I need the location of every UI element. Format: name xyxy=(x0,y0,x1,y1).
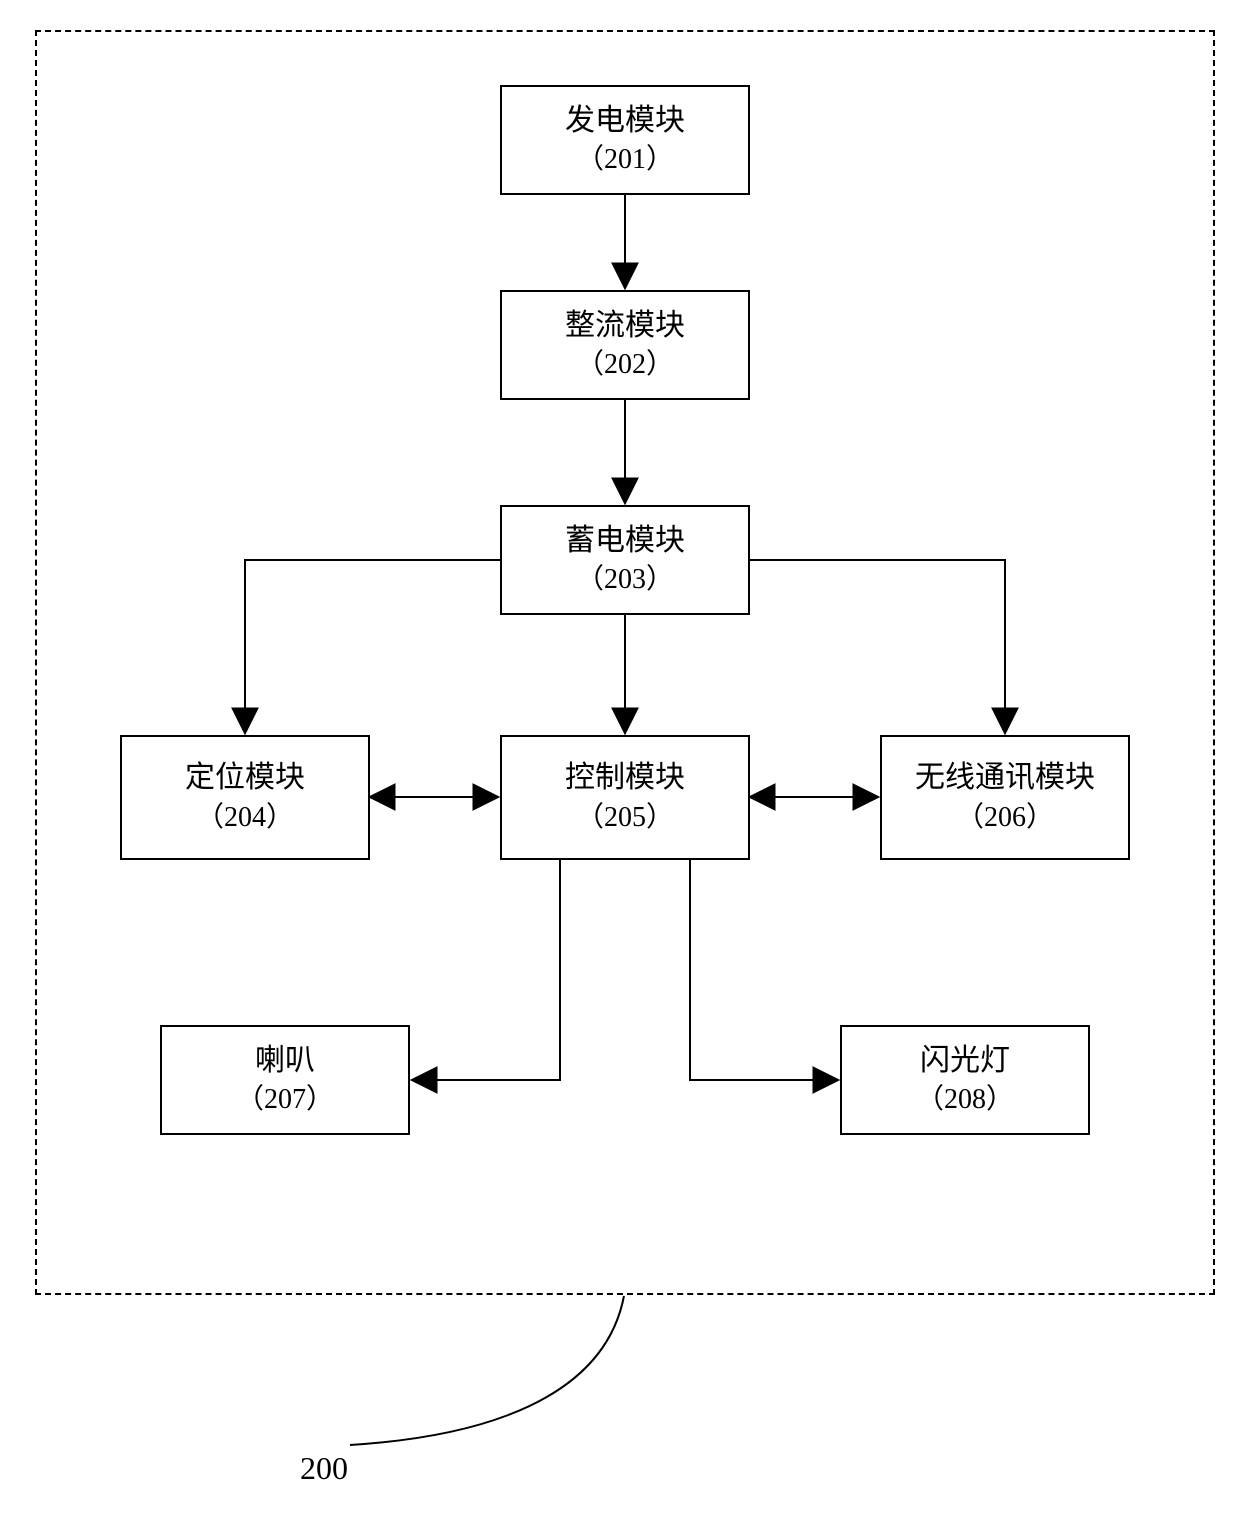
diagram-canvas: 发电模块 （201） 整流模块 （202） 蓄电模块 （203） 定位模块 （2… xyxy=(0,0,1240,1519)
ref-label: 200 xyxy=(300,1450,348,1487)
node-sub: （202） xyxy=(576,346,674,384)
node-sub: （206） xyxy=(956,799,1054,837)
node-sub: （208） xyxy=(916,1081,1014,1119)
node-label: 闪光灯 xyxy=(920,1041,1010,1082)
node-205: 控制模块 （205） xyxy=(500,735,750,860)
node-label: 喇叭 xyxy=(255,1041,315,1082)
node-label: 整流模块 xyxy=(565,306,685,347)
node-sub: （205） xyxy=(576,799,674,837)
node-206: 无线通讯模块 （206） xyxy=(880,735,1130,860)
node-202: 整流模块 （202） xyxy=(500,290,750,400)
node-204: 定位模块 （204） xyxy=(120,735,370,860)
node-207: 喇叭 （207） xyxy=(160,1025,410,1135)
node-208: 闪光灯 （208） xyxy=(840,1025,1090,1135)
node-label: 无线通讯模块 xyxy=(915,758,1095,799)
node-203: 蓄电模块 （203） xyxy=(500,505,750,615)
node-sub: （201） xyxy=(576,141,674,179)
node-sub: （203） xyxy=(576,561,674,599)
node-sub: （207） xyxy=(236,1081,334,1119)
node-sub: （204） xyxy=(196,799,294,837)
node-201: 发电模块 （201） xyxy=(500,85,750,195)
node-label: 蓄电模块 xyxy=(565,521,685,562)
node-label: 发电模块 xyxy=(565,101,685,142)
node-label: 定位模块 xyxy=(185,758,305,799)
node-label: 控制模块 xyxy=(565,758,685,799)
